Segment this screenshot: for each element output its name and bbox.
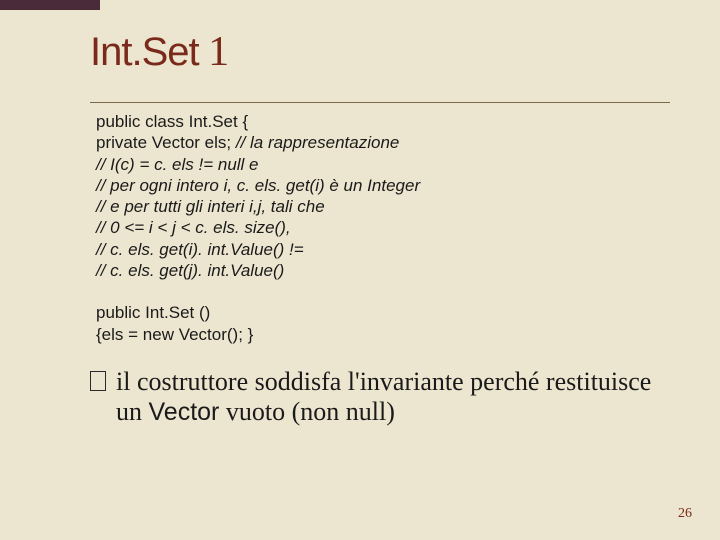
title-rule: [90, 102, 670, 103]
code-line: private Vector els; // la rappresentazio…: [96, 132, 670, 153]
code-line: // c. els. get(i). int.Value() !=: [96, 239, 670, 260]
code-line: // I(c) = c. els != null e: [96, 154, 670, 175]
body-paragraph: il costruttore soddisfa l'invariante per…: [90, 367, 670, 427]
code-line: // c. els. get(j). int.Value(): [96, 260, 670, 281]
code-line: // 0 <= i < j < c. els. size(),: [96, 217, 670, 238]
body-post: vuoto (non null): [219, 397, 395, 426]
slide-content: Int.Set 1 public class Int.Set { private…: [0, 0, 720, 427]
code-text: private Vector els;: [96, 133, 231, 152]
code-line: // e per tutti gli interi i,j, tali che: [96, 196, 670, 217]
page-number: 26: [678, 506, 692, 522]
code-blank: [96, 281, 670, 302]
title-main: Int.Set: [90, 30, 199, 74]
book-icon: [90, 371, 106, 391]
title-suffix: 1: [199, 29, 229, 75]
code-line: public class Int.Set {: [96, 111, 670, 132]
code-line: {els = new Vector(); }: [96, 324, 670, 345]
accent-strip: [0, 0, 100, 10]
slide-title: Int.Set 1: [90, 28, 670, 76]
body-vector-word: Vector: [149, 398, 220, 426]
code-block: public class Int.Set { private Vector el…: [90, 111, 670, 345]
code-line: public Int.Set (): [96, 302, 670, 323]
code-line: // per ogni intero i, c. els. get(i) è u…: [96, 175, 670, 196]
code-comment: // la rappresentazione: [236, 133, 400, 152]
